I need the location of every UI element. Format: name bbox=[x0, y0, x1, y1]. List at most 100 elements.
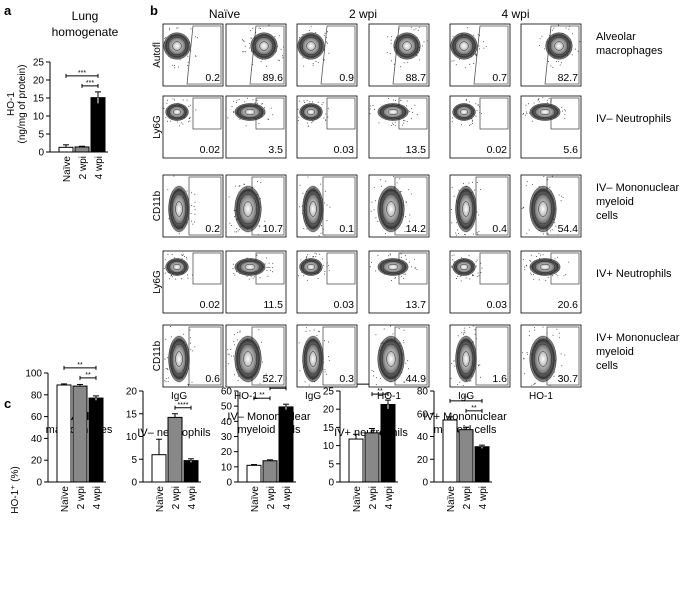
bar bbox=[74, 146, 90, 153]
event-dot bbox=[537, 99, 539, 101]
event-dot bbox=[194, 346, 196, 348]
event-dot bbox=[480, 376, 481, 378]
event-dot bbox=[525, 104, 527, 106]
flow-plot: 30.7 bbox=[520, 324, 582, 388]
event-dot bbox=[464, 327, 466, 329]
gate-percentage: 13.5 bbox=[406, 144, 427, 156]
event-dot bbox=[318, 235, 320, 237]
event-dot bbox=[167, 368, 169, 370]
contour-line bbox=[529, 186, 557, 232]
event-dot bbox=[260, 103, 262, 105]
event-dot bbox=[256, 181, 258, 183]
population-density bbox=[234, 258, 266, 276]
event-dot bbox=[480, 272, 482, 273]
flow-plot: 0.7 bbox=[449, 23, 511, 87]
event-dot bbox=[481, 113, 483, 115]
population-density bbox=[234, 335, 262, 383]
contour-line bbox=[452, 258, 476, 276]
flow-xaxis-label: HO-1 bbox=[234, 391, 258, 402]
chart-title-line: IV+ Mononuclear bbox=[423, 411, 507, 423]
event-dot bbox=[298, 116, 300, 118]
event-dot bbox=[459, 381, 461, 383]
x-tick-label: 2 wpi bbox=[78, 156, 89, 179]
event-dot bbox=[422, 45, 424, 47]
row-label: myeloid bbox=[596, 196, 634, 208]
panel-letter-b: b bbox=[150, 3, 158, 18]
population-density bbox=[455, 185, 477, 233]
event-dot bbox=[543, 48, 545, 50]
event-dot bbox=[244, 45, 246, 47]
event-dot bbox=[163, 268, 165, 270]
bar-chart-1: 0 5 10 15 20 25 Naïve 2 wpi 4 wpi ****** bbox=[33, 58, 108, 183]
event-dot bbox=[561, 195, 563, 197]
population-density bbox=[299, 103, 323, 121]
event-dot bbox=[326, 262, 328, 264]
y-tick-label: 5 bbox=[328, 459, 334, 470]
event-dot bbox=[190, 104, 192, 106]
flow-plot: 52.7 bbox=[225, 324, 287, 388]
event-dot bbox=[391, 60, 392, 62]
event-dot bbox=[403, 329, 405, 331]
event-dot bbox=[178, 233, 180, 235]
significance-label: **** bbox=[178, 402, 189, 409]
event-dot bbox=[472, 325, 474, 327]
event-dot bbox=[309, 101, 311, 103]
contour-line bbox=[165, 103, 189, 121]
bar bbox=[183, 460, 199, 483]
event-dot bbox=[554, 258, 556, 260]
contour-line bbox=[458, 193, 474, 225]
y-tick-label: 80 bbox=[31, 390, 43, 401]
event-dot bbox=[472, 122, 473, 124]
event-dot bbox=[267, 266, 269, 268]
gate-percentage: 11.5 bbox=[263, 299, 283, 311]
flow-plot-frame bbox=[368, 23, 430, 87]
event-dot bbox=[474, 329, 476, 331]
event-dot bbox=[538, 279, 540, 281]
event-dot bbox=[528, 229, 530, 231]
event-dot bbox=[549, 385, 551, 386]
event-dot bbox=[174, 99, 175, 101]
event-dot bbox=[172, 276, 174, 278]
event-dot bbox=[172, 98, 174, 100]
event-dot bbox=[188, 105, 190, 107]
x-tick-label: Naïve bbox=[62, 156, 73, 183]
gate bbox=[192, 252, 222, 285]
contour-line bbox=[377, 336, 405, 382]
contour-line bbox=[456, 106, 472, 118]
event-dot bbox=[190, 28, 192, 30]
event-dot bbox=[171, 275, 172, 277]
flow-plot: 0.1 bbox=[296, 174, 358, 238]
event-dot bbox=[190, 349, 192, 351]
event-dot bbox=[259, 226, 261, 228]
event-dot bbox=[192, 223, 194, 225]
contour-line bbox=[460, 263, 468, 271]
event-dot bbox=[246, 275, 248, 277]
event-dot bbox=[324, 369, 326, 371]
event-dot bbox=[530, 274, 532, 276]
event-dot bbox=[278, 35, 280, 37]
chart-title-line: IV– Mononuclear bbox=[227, 411, 310, 423]
event-dot bbox=[416, 114, 418, 116]
event-dot bbox=[551, 229, 553, 231]
event-dot bbox=[398, 28, 400, 30]
contour-line bbox=[382, 193, 400, 225]
event-dot bbox=[191, 192, 193, 194]
event-dot bbox=[406, 121, 408, 123]
gate bbox=[326, 97, 356, 130]
y-tick-label: 15 bbox=[323, 423, 335, 434]
event-dot bbox=[408, 220, 410, 222]
event-dot bbox=[553, 375, 555, 377]
event-dot bbox=[533, 383, 535, 385]
event-dot bbox=[282, 55, 284, 57]
event-dot bbox=[239, 330, 241, 332]
event-dot bbox=[393, 63, 395, 65]
event-dot bbox=[451, 121, 453, 123]
event-dot bbox=[457, 335, 459, 337]
event-dot bbox=[413, 29, 415, 31]
event-dot bbox=[174, 67, 176, 69]
contour-line bbox=[175, 201, 183, 217]
event-dot bbox=[480, 262, 482, 264]
flow-yaxis-label: CD11b bbox=[152, 190, 163, 221]
flow-plot: 0.02 bbox=[162, 95, 224, 159]
